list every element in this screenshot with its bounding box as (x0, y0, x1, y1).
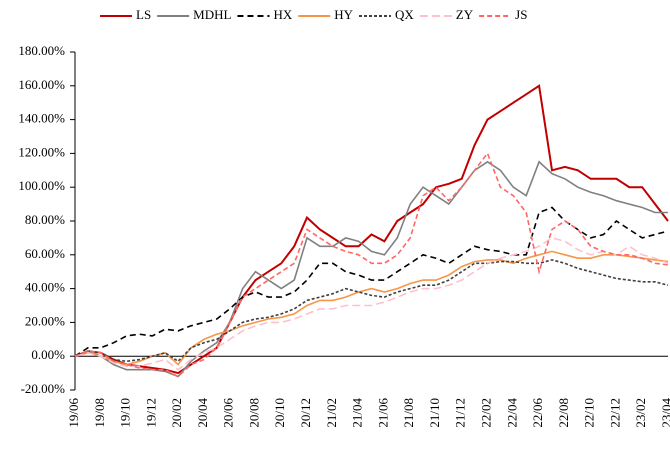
x-tick-label: 20/02 (169, 398, 184, 428)
series-line (74, 151, 669, 378)
x-tick-label: 21/12 (453, 398, 468, 428)
x-tick-label: 22/06 (530, 398, 545, 428)
x-tick-label: 23/02 (633, 398, 648, 428)
x-tick-label: 21/08 (401, 398, 416, 428)
y-tick-label: 80.00% (25, 212, 65, 227)
x-tick-label: 20/10 (272, 398, 287, 428)
legend-label: HY (334, 7, 353, 22)
legend-label: LS (136, 7, 151, 22)
legend-label: ZY (456, 7, 474, 22)
x-tick-label: 22/10 (582, 398, 597, 428)
series-line (74, 250, 669, 366)
y-tick-label: 160.00% (18, 77, 65, 92)
x-tick-label: 19/06 (66, 398, 81, 428)
y-tick-label: -20.00% (21, 381, 66, 396)
series-line (74, 259, 669, 363)
y-tick-label: 180.00% (18, 43, 65, 58)
legend-label: MDHL (193, 7, 231, 22)
y-tick-label: 120.00% (18, 144, 65, 159)
series-line (74, 84, 669, 375)
x-tick-label: 19/10 (118, 398, 133, 428)
x-tick-label: 20/06 (221, 398, 236, 428)
x-tick-label: 21/10 (427, 398, 442, 428)
x-tick-label: 22/08 (556, 398, 571, 428)
y-tick-label: 20.00% (25, 313, 65, 328)
legend-label: QX (395, 7, 414, 22)
x-tick-label: 20/12 (298, 398, 313, 428)
x-tick-label: 22/04 (504, 398, 519, 428)
x-tick-label: 19/08 (92, 398, 107, 428)
y-tick-label: 100.00% (18, 178, 65, 193)
x-tick-label: 22/02 (479, 398, 494, 428)
y-tick-label: 0.00% (31, 347, 65, 362)
x-tick-label: 19/12 (143, 398, 158, 428)
y-tick-label: 140.00% (18, 111, 65, 126)
x-tick-label: 21/02 (324, 398, 339, 428)
series-line (74, 206, 669, 357)
x-tick-label: 22/12 (607, 398, 622, 428)
legend-label: HX (273, 7, 292, 22)
x-tick-label: 21/04 (350, 398, 365, 428)
y-tick-label: 60.00% (25, 246, 65, 261)
x-tick-label: 21/06 (375, 398, 390, 428)
series-line (74, 237, 669, 371)
x-tick-label: 20/04 (195, 398, 210, 428)
y-tick-label: 40.00% (25, 280, 65, 295)
x-tick-label: 20/08 (246, 398, 261, 428)
legend-label: JS (515, 7, 527, 22)
x-tick-label: 23/04 (659, 398, 670, 428)
